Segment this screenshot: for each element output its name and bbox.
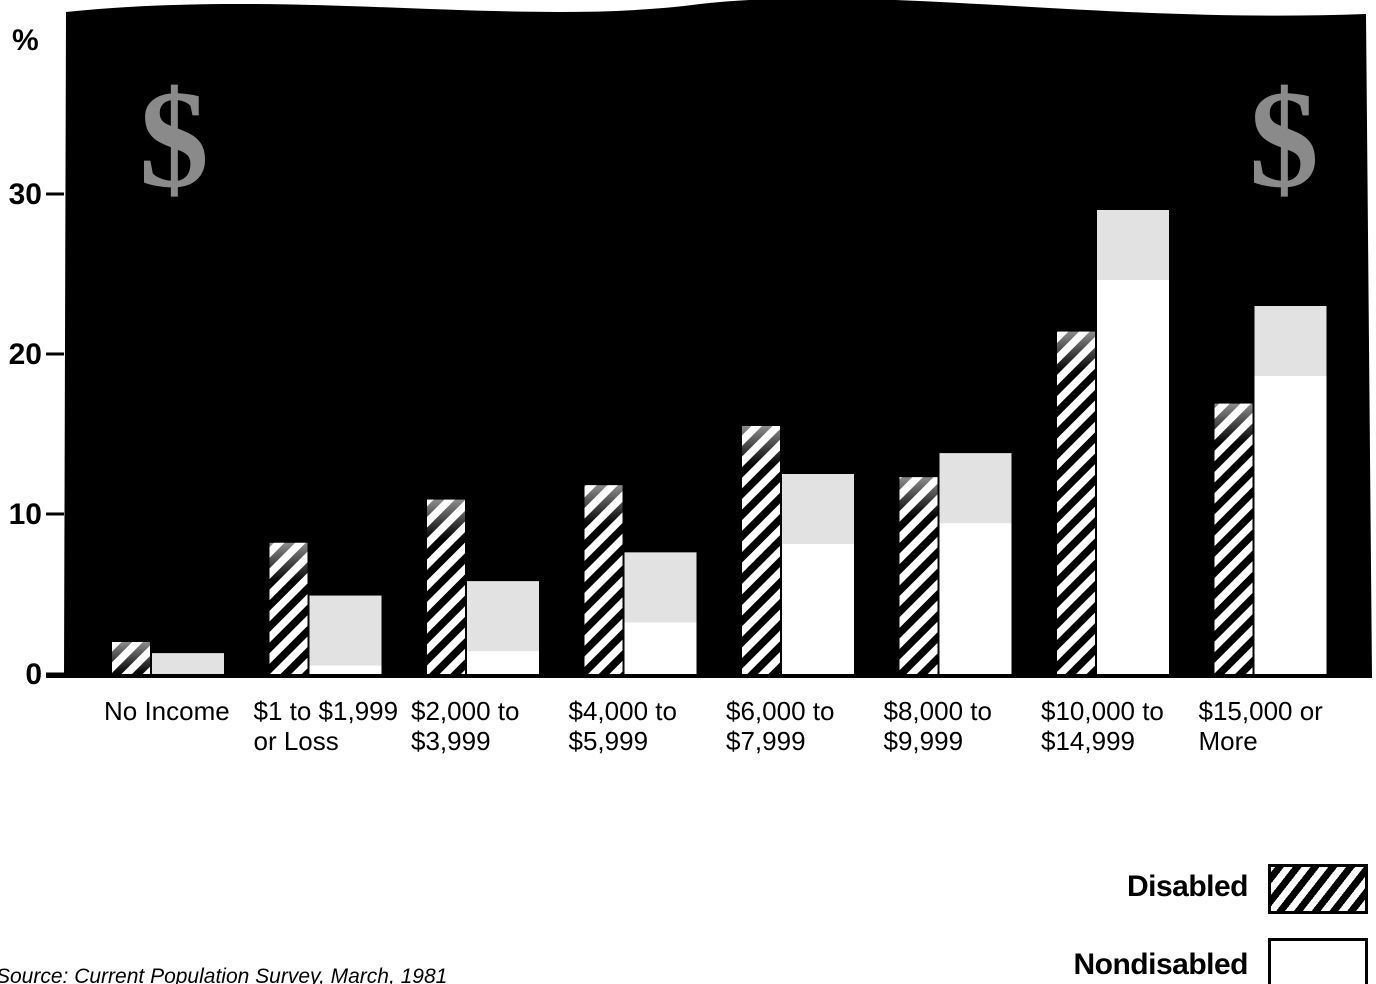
x-tick-label-line: More <box>1199 726 1258 756</box>
x-tick-label-line: $9,999 <box>884 726 964 756</box>
bar-disabled-shade <box>427 499 465 540</box>
bar-disabled-shade <box>584 485 623 526</box>
bar-nondisabled-shade <box>939 453 1012 524</box>
legend-label-nondisabled: Nondisabled <box>1073 948 1248 981</box>
y-tick-label: 10 <box>9 498 42 531</box>
x-tick-label-line: $10,000 to <box>1041 696 1164 726</box>
bar-nondisabled-shade <box>1097 210 1169 280</box>
bar-disabled-shade <box>1057 331 1095 372</box>
x-tick-label: $1 to $1,999 or Loss <box>254 696 399 756</box>
bar-disabled-shade <box>1214 403 1253 444</box>
x-tick-label-line: $6,000 to <box>726 696 834 726</box>
bar-disabled <box>1214 403 1253 674</box>
bar-nondisabled-shade <box>782 474 854 544</box>
x-tick-label-line: $8,000 to <box>884 696 992 726</box>
x-tick-label-line: $5,999 <box>569 726 649 756</box>
x-tick-label-line: or Loss <box>254 726 339 756</box>
bar-disabled <box>1057 331 1095 674</box>
x-tick-label-line: $7,999 <box>726 726 806 756</box>
bar-disabled-shade <box>269 542 308 583</box>
bar-nondisabled-shade <box>152 653 224 674</box>
bar-nondisabled-shade <box>467 581 539 652</box>
dollar-sign-icon: $ <box>139 62 209 217</box>
x-tick-label-line: $1 to $1,999 <box>254 696 399 726</box>
x-tick-label-line: $3,999 <box>411 726 491 756</box>
x-tick-label: $10,000 to $14,999 <box>1041 696 1164 756</box>
y-tick-label: 30 <box>9 178 42 211</box>
bar-nondisabled <box>1097 210 1169 674</box>
x-tick-label-line: No Income <box>104 696 230 726</box>
legend-swatch-nondisabled <box>1268 938 1368 984</box>
bar-nondisabled-shade <box>1254 306 1327 376</box>
bar-disabled-shade <box>899 477 938 518</box>
y-axis-label: % <box>12 24 39 57</box>
x-tick-label: $8,000 to $9,999 <box>884 696 992 756</box>
x-tick-label-line: $14,999 <box>1041 726 1135 756</box>
source-note: Source: Current Population Survey, March… <box>0 965 448 984</box>
dollar-sign-icon: $ <box>1249 62 1319 217</box>
x-tick-label: $4,000 to $5,999 <box>569 696 677 756</box>
legend-swatch-disabled <box>1268 864 1368 914</box>
x-tick-label: No Income <box>104 696 230 726</box>
bar-disabled-shade <box>742 426 780 466</box>
bar-nondisabled-shade <box>624 552 697 623</box>
x-tick-label: $15,000 or More <box>1199 696 1324 756</box>
bar-nondisabled-shade <box>309 595 382 666</box>
x-tick-label: $6,000 to $7,999 <box>726 696 834 756</box>
x-tick-label-line: $2,000 to <box>411 696 519 726</box>
y-tick-label: 20 <box>9 338 42 371</box>
bar-disabled <box>742 426 780 674</box>
x-tick-label: $2,000 to $3,999 <box>411 696 519 756</box>
y-tick-label: 0 <box>25 658 42 691</box>
legend-label-disabled: Disabled <box>1126 870 1249 903</box>
bar-disabled-shade <box>112 642 150 674</box>
plot-background <box>64 0 1372 676</box>
x-tick-label-line: $4,000 to <box>569 696 677 726</box>
x-tick-label-line: $15,000 or <box>1199 696 1324 726</box>
